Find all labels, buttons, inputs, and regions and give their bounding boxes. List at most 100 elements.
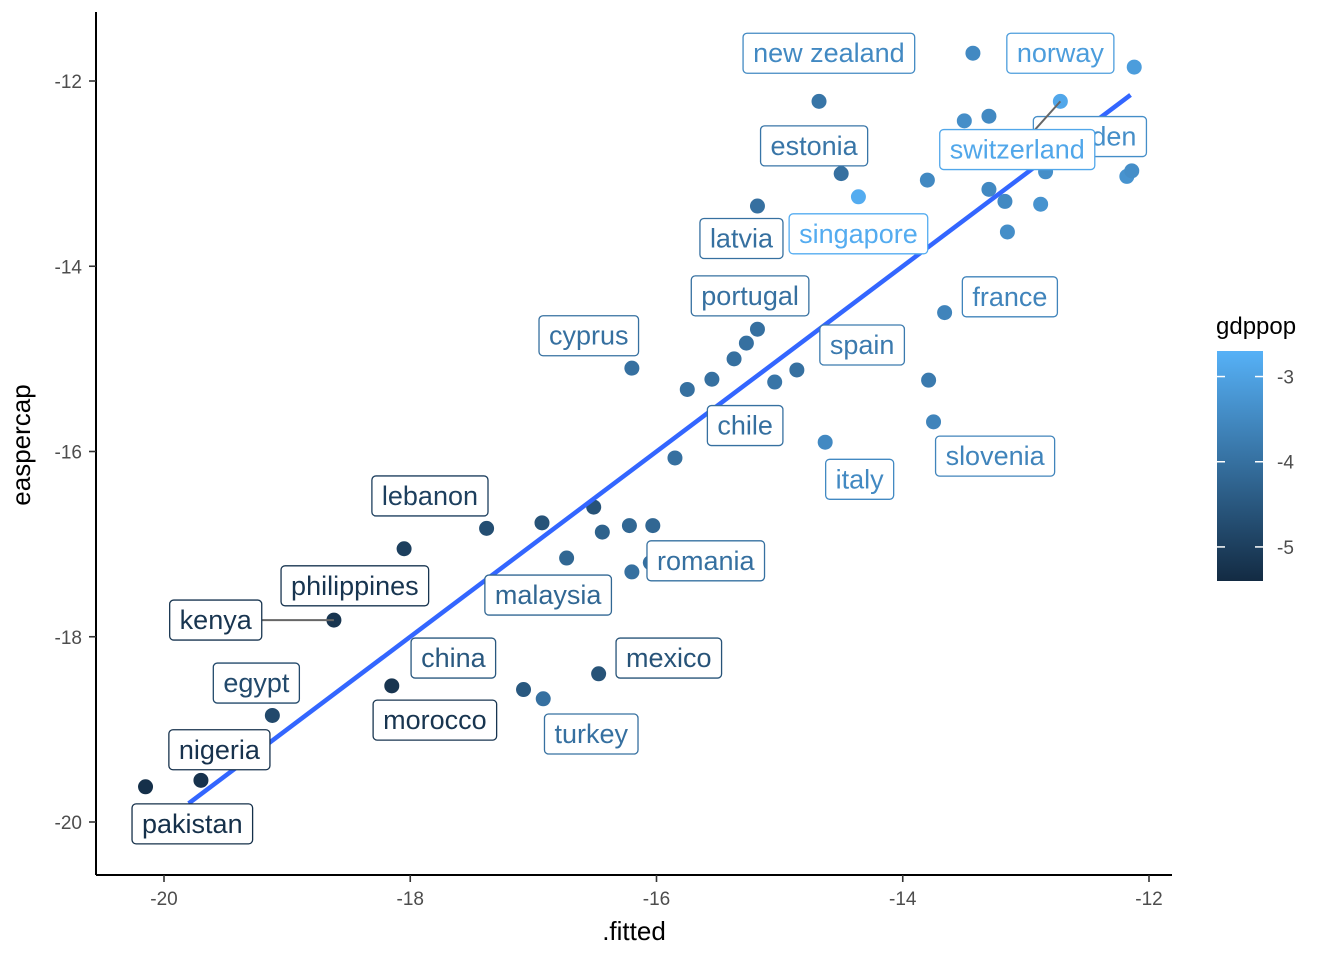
label-text: malaysia	[495, 580, 603, 610]
point-label: norway	[1006, 32, 1115, 74]
data-point	[926, 414, 942, 430]
x-tick-label: -14	[889, 889, 917, 910]
point-label: kenya	[169, 599, 334, 641]
label-box	[410, 637, 497, 679]
colorbar-tick-label: -5	[1277, 538, 1294, 559]
point-label: turkey	[543, 713, 639, 755]
point-label: singapore	[788, 213, 929, 255]
point-label: france	[961, 276, 1059, 318]
data-point	[749, 198, 765, 214]
label-text: slovenia	[946, 441, 1046, 471]
label-text: norway	[1017, 38, 1105, 68]
label-box	[543, 713, 639, 755]
data-point	[833, 166, 849, 182]
point-label: switzerland	[939, 100, 1096, 171]
label-box	[646, 540, 766, 582]
label-text: switzerland	[950, 135, 1085, 165]
data-point	[594, 524, 610, 540]
data-point	[965, 45, 981, 61]
label-box	[961, 276, 1059, 318]
label-text: france	[972, 282, 1047, 312]
label-box	[372, 699, 498, 741]
point-label: portugal	[690, 275, 810, 317]
data-point	[679, 381, 695, 397]
point-label: china	[410, 637, 497, 679]
point-label: egypt	[212, 662, 301, 704]
data-point	[850, 189, 866, 205]
data-point	[138, 779, 154, 795]
x-tick-label: -12	[1135, 889, 1162, 910]
data-point	[1124, 163, 1140, 179]
y-axis-title: easpercap	[6, 384, 36, 505]
label-box	[169, 599, 263, 641]
data-point	[789, 362, 805, 378]
y-tick-label: -14	[55, 257, 83, 278]
data-point	[396, 541, 412, 557]
data-point	[726, 351, 742, 367]
label-box	[371, 475, 489, 517]
label-box	[934, 435, 1056, 477]
colorbar-tick-label: -3	[1277, 368, 1294, 389]
label-text: mexico	[626, 643, 712, 673]
label-text: singapore	[799, 219, 918, 249]
label-text: pakistan	[142, 809, 243, 839]
point-label: chile	[706, 404, 784, 447]
data-point	[704, 371, 720, 387]
label-text: spain	[830, 330, 895, 360]
data-point	[624, 564, 640, 580]
label-text: new zealand	[753, 38, 905, 68]
point-label: mexico	[615, 637, 723, 679]
label-box	[1006, 32, 1115, 74]
legend-title: gdppop	[1216, 313, 1296, 340]
data-point	[767, 374, 783, 390]
data-point	[919, 172, 935, 188]
data-point	[624, 360, 640, 376]
point-label: new zealand	[742, 32, 916, 74]
data-point	[981, 181, 997, 197]
data-point	[193, 772, 209, 788]
data-point	[591, 666, 607, 682]
data-point	[956, 113, 972, 129]
label-box	[690, 275, 810, 317]
label-text: egypt	[223, 668, 290, 698]
data-point	[645, 518, 661, 534]
y-tick-label: -12	[55, 72, 82, 93]
point-label: pakistan	[131, 803, 254, 845]
data-point	[667, 450, 683, 466]
x-tick-label: -16	[643, 889, 670, 910]
data-point	[1126, 59, 1142, 75]
point-label: malaysia	[484, 574, 613, 616]
label-box	[280, 565, 430, 607]
label-text: morocco	[383, 705, 487, 735]
point-label: lebanon	[371, 475, 489, 517]
label-box	[168, 729, 271, 771]
label-text: latvia	[710, 223, 774, 253]
label-text: estonia	[771, 131, 859, 161]
data-point	[479, 520, 495, 536]
data-point	[384, 678, 400, 694]
point-label: spain	[819, 324, 906, 366]
fit-line	[187, 93, 1132, 806]
label-box	[212, 662, 301, 704]
label-box	[538, 315, 640, 357]
data-point	[1033, 196, 1049, 212]
legend: gdppop -3 -4 -5	[1216, 313, 1296, 581]
point-label: italy	[824, 458, 895, 500]
data-point	[535, 691, 551, 707]
point-label: nigeria	[168, 729, 271, 771]
y-tick-label: -18	[55, 628, 82, 649]
label-box	[788, 213, 929, 255]
data-point	[738, 335, 754, 351]
data-point	[999, 224, 1015, 240]
label-box	[824, 458, 895, 500]
colorbar	[1217, 351, 1263, 581]
x-tick-label: -18	[397, 889, 424, 910]
label-box	[484, 574, 613, 616]
y-tick-label: -16	[55, 443, 82, 464]
point-label: philippines	[280, 565, 430, 607]
data-point	[534, 515, 550, 531]
y-tick-label: -20	[55, 813, 82, 834]
label-box	[131, 803, 254, 845]
